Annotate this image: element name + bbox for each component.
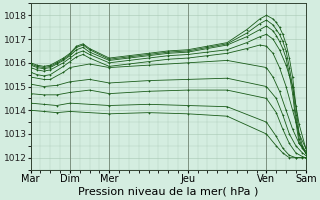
X-axis label: Pression niveau de la mer( hPa ): Pression niveau de la mer( hPa ) <box>78 187 258 197</box>
